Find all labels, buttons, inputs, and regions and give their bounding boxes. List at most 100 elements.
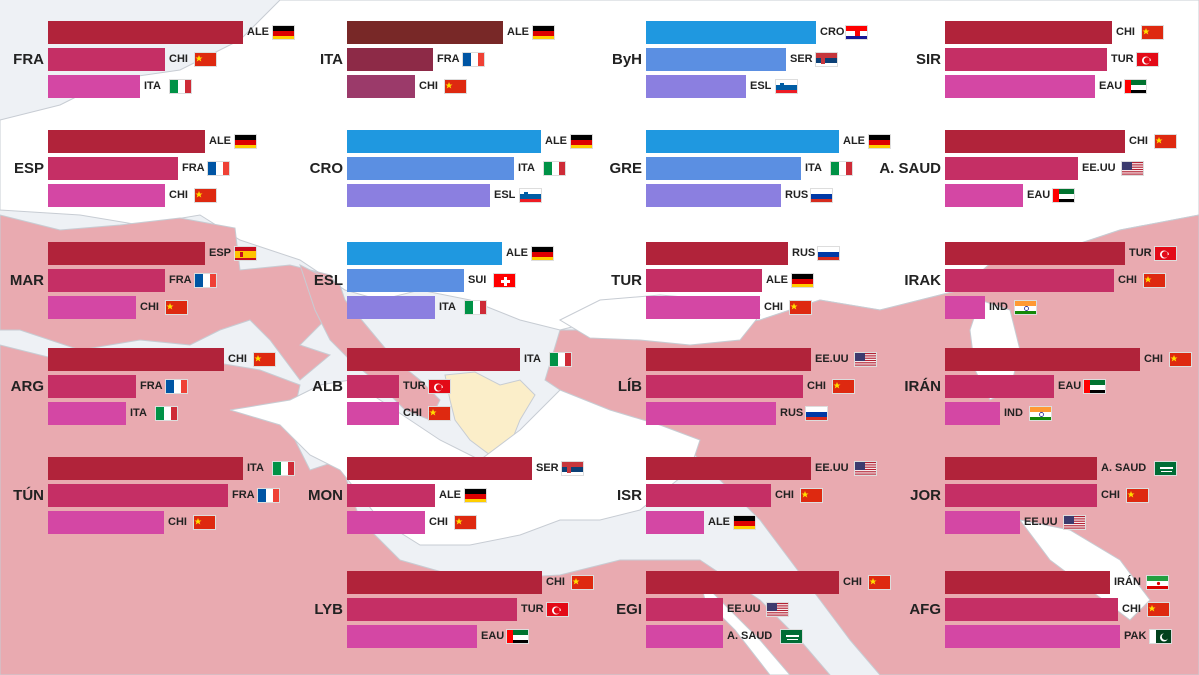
rs-flag-icon — [561, 461, 584, 476]
us-flag-icon — [1121, 161, 1144, 176]
bar — [646, 48, 786, 71]
bar — [347, 21, 503, 44]
bar — [945, 184, 1023, 207]
bar — [347, 75, 415, 98]
bar-label: SER — [790, 53, 813, 65]
bar — [48, 48, 165, 71]
bar-label: ALE — [507, 26, 529, 38]
bar-label: ESL — [494, 189, 516, 201]
bar-label: ALE — [708, 516, 730, 528]
bar-label: ITA — [144, 80, 161, 92]
country-label: ESP — [13, 160, 44, 177]
bar — [646, 21, 816, 44]
country-label: TUR — [611, 272, 642, 289]
bar — [48, 402, 126, 425]
bar-label: ESP — [209, 247, 232, 259]
ae-flag-icon — [1052, 188, 1075, 203]
bar — [48, 75, 140, 98]
bar — [945, 48, 1107, 71]
it-flag-icon — [830, 161, 853, 176]
bar-label: CHI — [546, 576, 565, 588]
country-label: ALB — [312, 378, 343, 395]
bar — [646, 184, 781, 207]
bar-label: CHI — [140, 301, 159, 313]
cn-flag-icon — [253, 352, 276, 367]
cn-flag-icon — [194, 52, 217, 67]
country-label: CRO — [309, 160, 343, 177]
in-flag-icon — [1029, 406, 1052, 421]
bar-label: RUS — [792, 247, 816, 259]
bar — [48, 242, 205, 265]
bar-label: A. SAUD — [727, 630, 773, 642]
country-label: TÚN — [13, 487, 44, 504]
bar — [945, 484, 1097, 507]
bar-label: ITA — [439, 301, 456, 313]
bar-label: IND — [989, 301, 1008, 313]
country-label: ESL — [313, 272, 343, 289]
bar-label: CHI — [1118, 274, 1137, 286]
bar — [347, 296, 435, 319]
hr-flag-icon — [845, 25, 868, 40]
country-label: ARG — [10, 378, 44, 395]
de-flag-icon — [272, 25, 295, 40]
tr-flag-icon — [546, 602, 569, 617]
cn-flag-icon — [832, 379, 855, 394]
bar — [48, 21, 243, 44]
bar — [347, 375, 399, 398]
bar-label: EE.UU — [815, 462, 849, 474]
country-label: IRÁN — [904, 378, 941, 395]
cn-flag-icon — [165, 300, 188, 315]
bar-label: FRA — [232, 489, 255, 501]
bar — [945, 457, 1097, 480]
bar — [945, 402, 1000, 425]
bar-label: FRA — [140, 380, 163, 392]
us-flag-icon — [854, 461, 877, 476]
bar-label: EAU — [1027, 189, 1051, 201]
bar — [347, 625, 477, 648]
bar — [945, 75, 1095, 98]
bar — [646, 75, 746, 98]
cn-flag-icon — [428, 406, 451, 421]
bar — [646, 296, 760, 319]
bar-label: ALE — [247, 26, 269, 38]
cn-flag-icon — [193, 515, 216, 530]
de-flag-icon — [531, 246, 554, 261]
fr-flag-icon — [207, 161, 230, 176]
bar-label: CHI — [843, 576, 862, 588]
bar-label: CHI — [1116, 26, 1135, 38]
bar-label: TUR — [521, 603, 544, 615]
country-label: JOR — [910, 487, 941, 504]
country-label: A. SAUD — [879, 160, 941, 177]
country-label: ByH — [611, 51, 642, 68]
bar-label: ITA — [130, 407, 147, 419]
bar-label: CHI — [1101, 489, 1120, 501]
bar — [347, 48, 433, 71]
bar — [646, 402, 776, 425]
bar — [945, 571, 1110, 594]
bar — [48, 157, 178, 180]
bar-label: CHI — [403, 407, 422, 419]
cn-flag-icon — [868, 575, 891, 590]
de-flag-icon — [733, 515, 756, 530]
bar-label: EAU — [1058, 380, 1082, 392]
bar-label: CHI — [169, 189, 188, 201]
ch-flag-icon — [493, 273, 516, 288]
bar — [347, 184, 490, 207]
country-label: AFG — [909, 601, 941, 618]
bar — [945, 242, 1125, 265]
de-flag-icon — [868, 134, 891, 149]
bar — [646, 598, 723, 621]
country-label: FRA — [13, 51, 44, 68]
bar — [646, 625, 723, 648]
bar — [48, 457, 243, 480]
de-flag-icon — [532, 25, 555, 40]
bar-label: FRA — [182, 162, 205, 174]
cn-flag-icon — [1154, 134, 1177, 149]
cn-flag-icon — [1169, 352, 1192, 367]
bar — [347, 571, 542, 594]
tr-flag-icon — [1136, 52, 1159, 67]
bar-label: CRO — [820, 26, 845, 38]
bar-label: PAK — [1124, 630, 1147, 642]
bar-label: ITA — [518, 162, 535, 174]
